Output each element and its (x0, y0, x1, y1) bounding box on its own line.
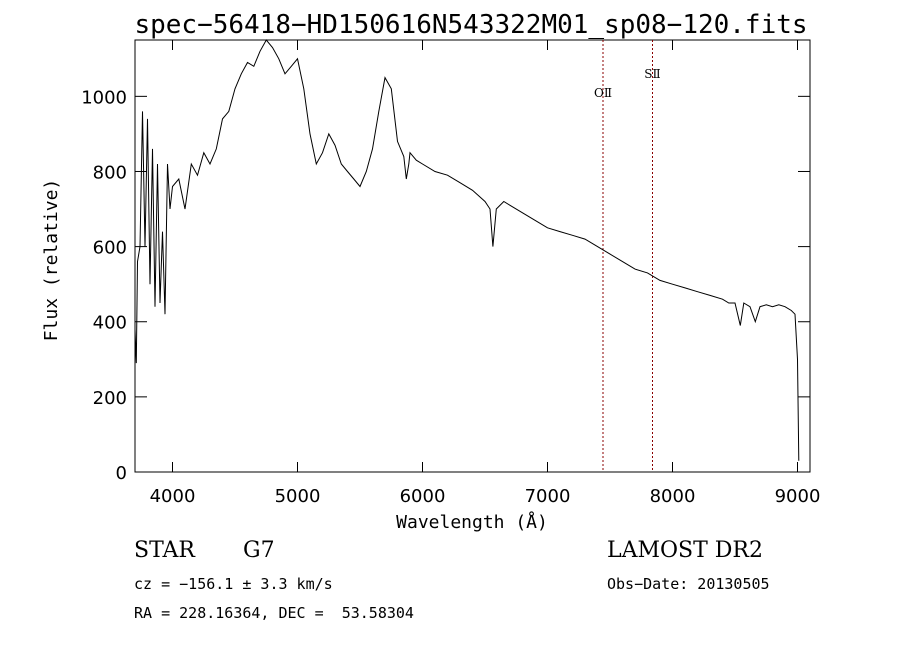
y-tick-label: 1000 (81, 87, 127, 108)
spectrum-series (134, 39, 800, 461)
object-class-label: STAR (134, 538, 195, 563)
spectrum-line (134, 39, 800, 461)
plot-frame (134, 39, 811, 473)
y-tick-label: 400 (93, 313, 127, 334)
y-axis-title: Flux (relative) (41, 179, 62, 342)
x-tick-label: 8000 (650, 486, 696, 507)
x-tick-label: 4000 (150, 486, 196, 507)
y-tick-label: 600 (93, 238, 127, 259)
obs-date-readout: Obs−Date: 20130505 (607, 575, 770, 593)
x-axis: 4000 5000 6000 7000 8000 9000 (150, 40, 821, 507)
x-tick-label: 9000 (775, 486, 821, 507)
x-tick-label: 5000 (275, 486, 321, 507)
y-tick-label: 0 (116, 463, 127, 484)
x-axis-title: Wavelength (Å) (396, 511, 548, 533)
line-marker-label: SⅡ (644, 67, 660, 81)
spectral-line-markers: OⅡ SⅡ (594, 40, 661, 472)
line-marker-label: OⅡ (594, 86, 612, 100)
x-tick-label: 6000 (400, 486, 446, 507)
x-tick-label: 7000 (525, 486, 571, 507)
redshift-readout: cz = −156.1 ± 3.3 km/s (134, 575, 333, 593)
y-axis: 0 200 400 600 800 1000 (81, 87, 810, 484)
y-tick-label: 200 (93, 388, 127, 409)
chart-title: spec−56418−HD150616N543322M01_sp08−120.f… (134, 10, 807, 40)
survey-label: LAMOST DR2 (607, 538, 763, 563)
coordinates-readout: RA = 228.16364, DEC = 53.58304 (134, 604, 414, 622)
subclass-label: G7 (243, 538, 275, 563)
y-tick-label: 800 (93, 162, 127, 183)
